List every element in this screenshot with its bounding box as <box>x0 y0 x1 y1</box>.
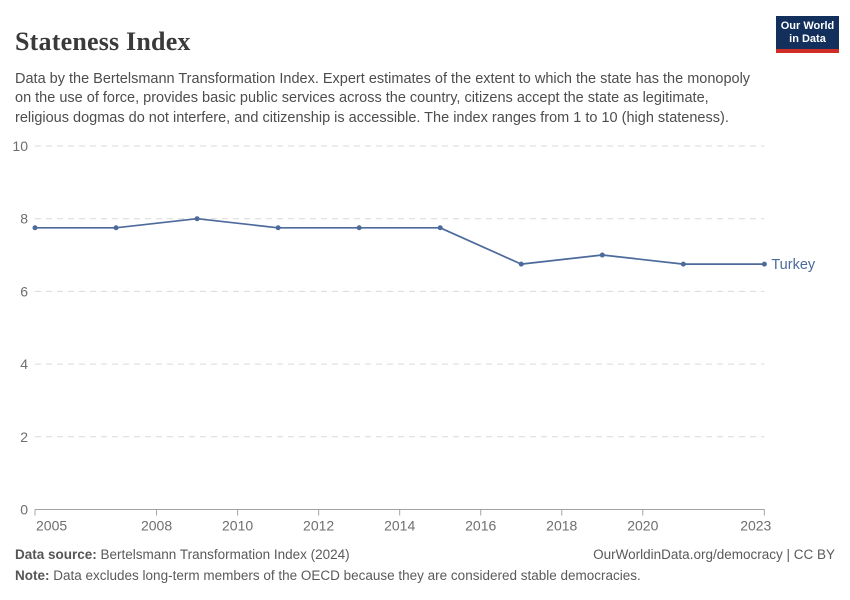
citation-line: OurWorldinData.org/democracy | CC BY <box>593 547 835 562</box>
y-axis-label: 4 <box>20 356 28 372</box>
y-axis-label: 6 <box>20 283 28 299</box>
x-axis-label: 2010 <box>222 518 253 534</box>
owid-logo-line2: in Data <box>789 33 826 45</box>
series-line <box>34 217 766 265</box>
chart-subtitle: Data by the Bertelsmann Transformation I… <box>15 70 751 126</box>
y-axis-label: 0 <box>20 502 28 518</box>
data-source-line: Data source: Bertelsmann Transformation … <box>15 547 350 562</box>
y-axis-label: 8 <box>20 211 28 227</box>
data-point <box>761 261 767 267</box>
note-label: Note: <box>15 568 50 583</box>
data-point <box>518 261 524 267</box>
line-chart: 0 2 4 6 8 10 2005 2008 2010 2012 2014 2016 2018 2020 2… <box>12 138 816 534</box>
page-title: Stateness Index <box>15 27 191 57</box>
owid-logo-line1: Our World <box>780 20 835 32</box>
x-axis-label: 2014 <box>384 518 415 534</box>
x-axis-label: 2005 <box>36 518 67 534</box>
data-point <box>437 225 443 231</box>
data-source-label: Data source: <box>15 547 97 562</box>
owid-logo: Our World in Data <box>776 16 839 53</box>
x-axis-label: 2012 <box>303 518 334 534</box>
data-point <box>194 216 200 222</box>
y-axis-label: 2 <box>20 429 28 445</box>
x-axis-label: 2016 <box>465 518 496 534</box>
note-text: Data excludes long-term members of the O… <box>49 568 641 583</box>
x-axis-label: 2008 <box>141 518 172 534</box>
series-end-label: Turkey <box>771 257 816 273</box>
y-axis-label: 10 <box>12 138 28 154</box>
data-point <box>356 225 362 231</box>
x-axis-label: 2020 <box>627 518 658 534</box>
data-point <box>680 261 686 267</box>
x-axis-label: 2023 <box>740 518 771 534</box>
data-point <box>275 225 281 231</box>
data-point <box>32 225 38 231</box>
data-point <box>599 252 605 258</box>
data-point <box>113 225 119 231</box>
note-line: Note: Data excludes long-term members of… <box>15 568 641 583</box>
data-source-text: Bertelsmann Transformation Index (2024) <box>96 547 350 562</box>
x-axis-label: 2018 <box>546 518 577 534</box>
